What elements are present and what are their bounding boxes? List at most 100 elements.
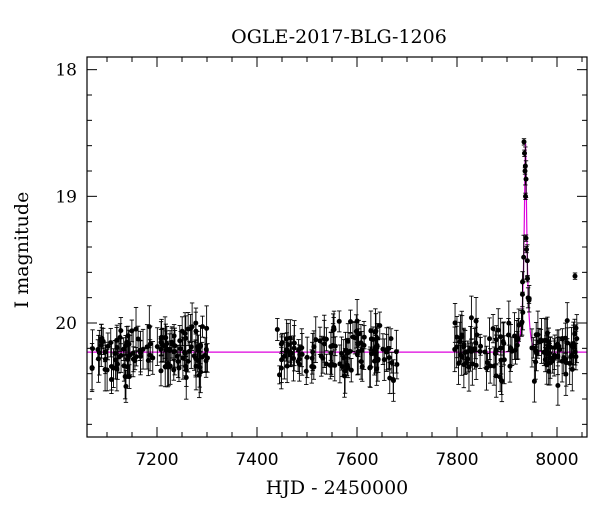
data-point [154,327,160,366]
data-point [336,310,342,333]
data-point [377,311,383,340]
data-point [384,333,390,371]
x-tick-label: 8000 [535,450,578,470]
data-point [368,310,374,352]
data-point [522,149,527,157]
data-point [311,330,317,364]
data-point [568,344,574,370]
data-point [468,295,474,340]
data-point [520,271,526,293]
data-point [341,354,347,398]
x-tick-label: 7400 [235,450,278,470]
data-point [487,348,493,384]
plot-frame [86,56,588,438]
data-point [175,344,181,379]
data-point [352,321,358,355]
data-point [374,352,380,386]
data-point [474,317,480,352]
data-point [290,335,296,382]
data-point [95,339,101,360]
data-point [485,353,491,373]
data-point [530,337,536,359]
data-point [498,317,504,356]
data-point [523,234,529,242]
data-point [158,329,164,356]
data-point [394,349,400,380]
data-point [521,138,527,146]
data-point [162,346,168,388]
data-point [523,160,529,198]
data-point [521,234,527,280]
data-point [329,350,335,377]
data-point [492,330,498,377]
data-point [355,328,361,375]
y-tick-label: 20 [55,314,77,334]
data-point [202,337,208,373]
x-tick-label: 7200 [135,450,178,470]
data-point [564,302,570,340]
data-point [303,357,309,385]
data-point [520,294,526,331]
data-point [522,167,528,175]
data-point [538,328,544,352]
data-point [133,306,139,352]
data-point [461,341,467,389]
data-point [574,314,580,364]
data-point [274,318,280,341]
data-point [147,325,153,363]
data-point [487,317,493,360]
data-point [317,326,323,355]
data-point [390,365,396,394]
data-point [115,348,121,380]
data-point [347,309,353,334]
data-point [531,360,537,403]
x-tick-label: 7800 [435,450,478,470]
data-point [159,318,165,356]
data-point [456,341,462,385]
data-point [524,245,529,254]
data-point [380,333,386,365]
data-point [452,326,458,373]
data-point [332,336,338,357]
data-point [104,348,110,392]
data-point [158,355,164,387]
y-tick-label: 19 [55,187,77,207]
data-point [127,334,133,376]
data-point [459,310,465,360]
data-point [150,341,156,375]
y-tick-label: 18 [55,61,77,81]
data-point [169,327,175,361]
data-point [505,318,511,352]
data-point [121,337,127,361]
data-point [328,332,334,361]
data-point [135,325,141,353]
data-point [100,327,106,355]
data-point [291,324,297,372]
data-point [573,324,579,332]
data-point [572,272,578,280]
data-point [495,308,501,353]
data-point [177,325,183,357]
data-point [196,352,202,399]
data-point [138,340,144,373]
data-point [466,342,472,392]
data-point [347,332,353,371]
data-point [551,338,557,377]
y-axis-label: I magnitude [11,192,33,309]
data-point [321,314,327,363]
data-point [497,362,503,392]
data-point [345,323,351,360]
data-point [358,324,364,362]
data-point [188,314,194,343]
data-point [339,356,345,378]
data-point [393,329,399,374]
data-point [546,327,552,356]
data-point [523,192,528,200]
data-point [159,327,165,362]
data-point [193,311,199,335]
data-point [559,328,565,349]
data-point [188,324,194,369]
data-point [473,326,479,360]
x-axis-label: HJD - 2450000 [266,477,409,499]
